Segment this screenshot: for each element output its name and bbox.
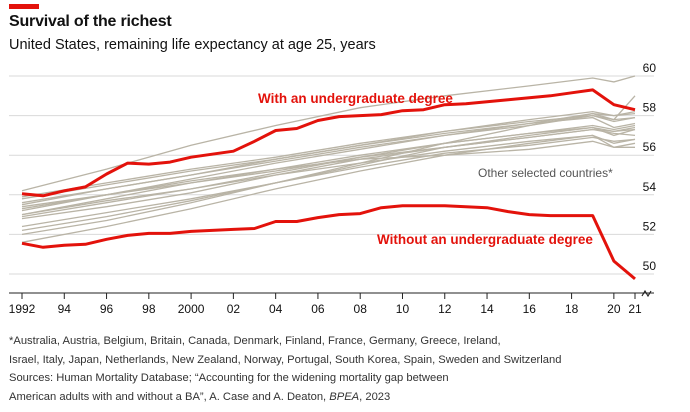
y-tick-label: 54 xyxy=(643,180,657,194)
other-country-line xyxy=(21,114,636,198)
y-tick-label: 50 xyxy=(643,259,657,273)
accent-bar xyxy=(9,4,39,9)
chart-title: Survival of the richest xyxy=(9,13,172,30)
us-series-line xyxy=(21,88,636,198)
x-tick-label: 20 xyxy=(607,302,621,316)
other-country-line xyxy=(21,124,636,218)
x-tick-label: 96 xyxy=(100,302,114,316)
x-tick-label: 08 xyxy=(354,302,368,316)
axis-break-mark xyxy=(641,289,652,298)
footnote-line: Israel, Italy, Japan, Netherlands, New Z… xyxy=(9,353,562,366)
line-chart: 50 52 54 56 58 60 1992 94 96 98 2000 02 04 06 08 10 12 14… xyxy=(9,61,657,316)
other-country-line xyxy=(21,110,636,206)
y-tick-label: 56 xyxy=(643,140,657,154)
x-tick-label: 16 xyxy=(523,302,537,316)
us-series-line xyxy=(21,204,636,281)
source-journal: BPEA xyxy=(329,390,360,403)
x-tick-label: 2000 xyxy=(178,302,205,316)
x-tick-label: 14 xyxy=(480,302,494,316)
y-tick-label: 58 xyxy=(643,101,657,115)
other-country-line xyxy=(21,134,635,243)
chart-subtitle: United States, remaining life expectancy… xyxy=(9,37,376,53)
x-tick-label: 21 xyxy=(628,302,642,316)
other-country-line xyxy=(21,126,636,208)
other-country-line xyxy=(21,126,636,210)
y-tick-label: 60 xyxy=(643,61,657,75)
source-line: American adults with and without a BA”, … xyxy=(9,388,679,407)
other-country-line xyxy=(21,140,636,216)
x-tick-label: 06 xyxy=(311,302,325,316)
other-country-line xyxy=(21,95,636,212)
x-tick-label: 04 xyxy=(269,302,283,316)
series-label-without-degree: Without an undergraduate degree xyxy=(377,232,593,247)
source-text: American adults with and without a BA”, … xyxy=(9,390,330,403)
other-country-line xyxy=(21,75,636,192)
source-line: Sources: Human Mortality Database; “Acco… xyxy=(9,372,449,384)
footnote: *Australia, Austria, Belgium, Britain, C… xyxy=(9,332,679,406)
other-country-line xyxy=(21,114,636,204)
x-tick-label: 18 xyxy=(565,302,579,316)
other-country-line xyxy=(21,110,636,236)
x-tick-label: 12 xyxy=(438,302,452,316)
other-country-line xyxy=(21,116,636,200)
x-tick-label: 10 xyxy=(396,302,410,316)
x-tick-label: 1992 xyxy=(9,302,36,316)
x-tick-label: 98 xyxy=(142,302,156,316)
source-year: , 2023 xyxy=(359,390,391,403)
other-country-line xyxy=(21,136,636,228)
series-label-with-degree: With an undergraduate degree xyxy=(258,91,453,106)
x-tick-label: 02 xyxy=(227,302,241,316)
x-tick-label: 94 xyxy=(58,302,72,316)
footnote-line: *Australia, Austria, Belgium, Britain, C… xyxy=(9,335,501,347)
y-tick-label: 52 xyxy=(643,219,657,233)
series-label-other-countries: Other selected countries* xyxy=(478,166,613,180)
